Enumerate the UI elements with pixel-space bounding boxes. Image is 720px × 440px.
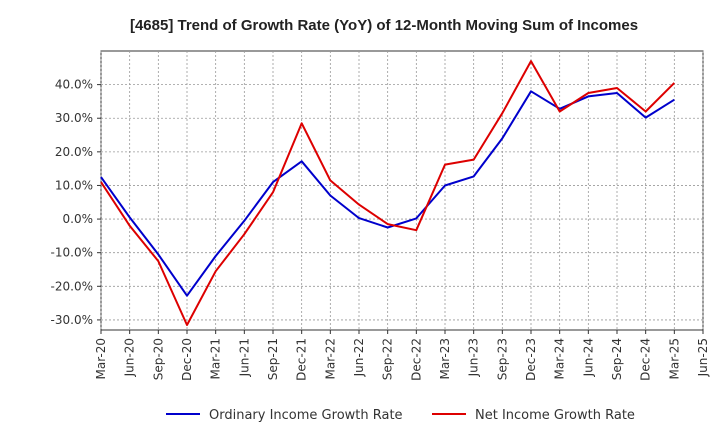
net-income-growth-rate-line <box>100 60 676 326</box>
y-axis-ticks: -30.0% -20.0% -10.0% 0.0% 10.0% 20.0% 30.0% 40.… <box>51 78 101 327</box>
x-tick-label: Mar-22 <box>323 338 337 379</box>
y-tick-label: 0.0% <box>63 212 94 226</box>
y-tick-label: -20.0% <box>51 279 93 293</box>
x-tick-label: Jun-24 <box>581 338 595 377</box>
x-tick-label: Jun-25 <box>696 338 710 377</box>
x-tick-label: Jun-20 <box>123 338 137 377</box>
legend-label: Net Income Growth Rate <box>475 408 635 423</box>
x-tick-label: Dec-23 <box>524 338 538 381</box>
x-tick-label: Jun-22 <box>352 338 366 377</box>
x-axis-ticks: Mar-20 Jun-20 Sep-20 Dec-20 Mar-21 Jun-21 Sep-… <box>94 330 710 381</box>
y-tick-label: -30.0% <box>51 313 93 327</box>
x-tick-label: Sep-23 <box>495 338 509 380</box>
x-tick-label: Dec-20 <box>180 338 194 381</box>
x-tick-label: Dec-24 <box>639 338 653 381</box>
x-tick-label: Mar-23 <box>438 338 452 379</box>
x-tick-label: Sep-24 <box>610 338 624 380</box>
ordinary-income-growth-rate-line <box>100 90 675 297</box>
y-tick-label: 20.0% <box>55 145 93 159</box>
x-tick-label: Mar-25 <box>667 338 681 379</box>
x-tick-label: Sep-20 <box>151 338 165 380</box>
x-tick-label: Jun-23 <box>467 338 481 377</box>
y-tick-label: 30.0% <box>55 111 93 125</box>
series-lines <box>100 60 676 326</box>
x-tick-label: Sep-21 <box>266 338 280 380</box>
y-tick-label: 10.0% <box>55 178 93 192</box>
y-tick-label: -10.0% <box>51 246 93 260</box>
plot-area <box>100 50 704 331</box>
x-tick-label: Jun-21 <box>237 338 251 377</box>
y-tick-label: 40.0% <box>55 78 93 92</box>
x-tick-label: Mar-21 <box>209 338 223 379</box>
chart-title: [4685] Trend of Growth Rate (YoY) of 12-… <box>130 17 638 34</box>
x-tick-label: Mar-24 <box>553 338 567 379</box>
legend: Ordinary Income Growth Rate Net Income Gr… <box>166 408 635 423</box>
legend-label: Ordinary Income Growth Rate <box>209 408 403 423</box>
grid-lines <box>100 51 704 330</box>
x-tick-label: Dec-22 <box>409 338 423 381</box>
x-tick-label: Dec-21 <box>295 338 309 381</box>
x-tick-label: Sep-22 <box>381 338 395 380</box>
x-tick-label: Mar-20 <box>94 338 108 379</box>
